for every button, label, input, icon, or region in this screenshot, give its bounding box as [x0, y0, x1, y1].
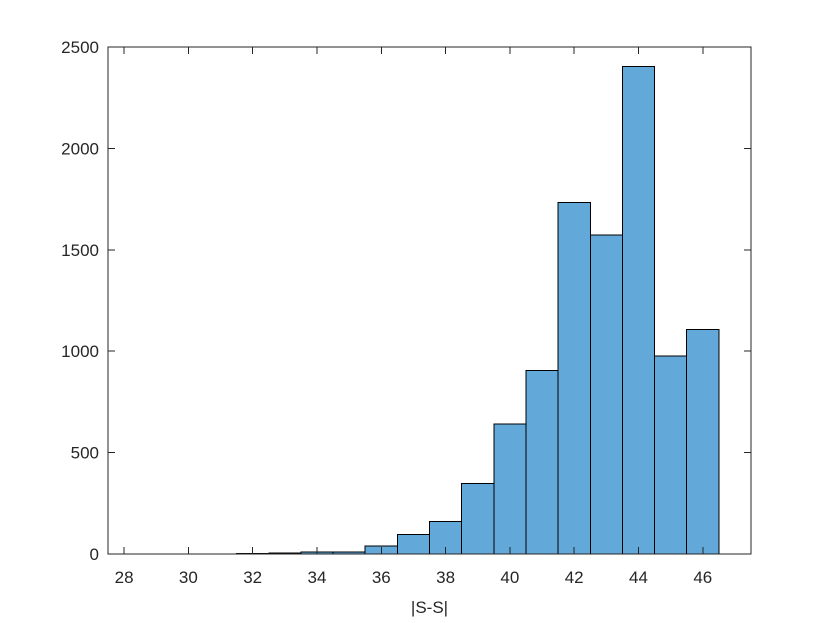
x-tick-label-5: 38 [436, 568, 455, 587]
y-tick-label-1: 500 [71, 444, 99, 463]
histogram-bar-17 [686, 328, 720, 555]
x-tick-label-8: 44 [629, 568, 648, 587]
y-tick-label-5: 2500 [61, 38, 99, 57]
x-tick-label-1: 30 [179, 568, 198, 587]
histogram-bar-15 [621, 65, 656, 555]
y-tick-label-0: 0 [90, 545, 99, 564]
x-tick-label-4: 36 [372, 568, 391, 587]
histogram-bar-14 [589, 234, 623, 555]
bars-group [139, 65, 720, 555]
histogram-bar-12 [525, 369, 559, 555]
x-tick-label-7: 42 [565, 568, 584, 587]
y-tick-label-4: 2000 [61, 139, 99, 158]
axes-group: 28 30 32 34 36 38 40 42 44 46 0 500 1000 1500 2000 2500 [61, 38, 752, 587]
x-tick-label-2: 32 [243, 568, 262, 587]
x-tick-label-0: 28 [115, 568, 134, 587]
x-tick-label-9: 46 [693, 568, 712, 587]
histogram-bar-8 [396, 533, 431, 555]
y-tick-label-2: 1000 [61, 342, 99, 361]
histogram-bar-11 [493, 423, 527, 555]
x-tick-label-3: 34 [308, 568, 327, 587]
y-tick-label-3: 1500 [61, 241, 99, 260]
histogram-bar-16 [654, 355, 688, 555]
x-tick-label-6: 40 [500, 568, 519, 587]
x-axis-label: |S-S| [411, 598, 448, 617]
histogram-bar-13 [557, 202, 591, 555]
plot-box [107, 46, 752, 555]
histogram-bar-10 [461, 483, 495, 555]
